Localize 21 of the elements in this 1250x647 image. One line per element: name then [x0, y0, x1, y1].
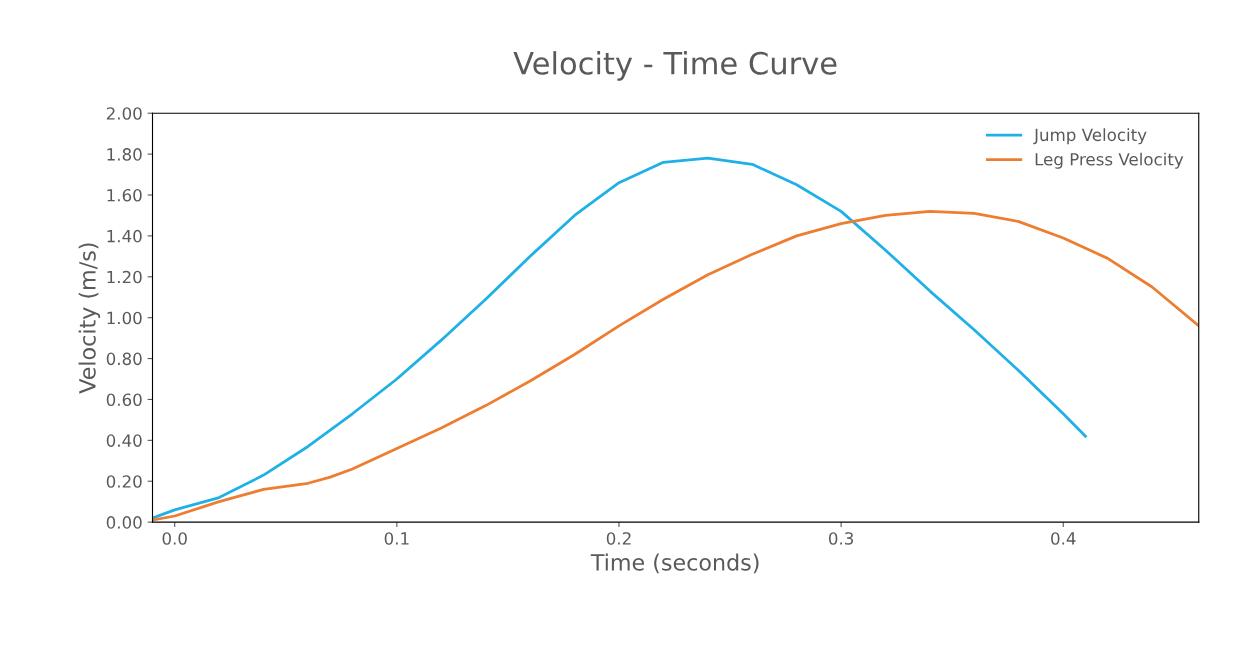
x-tick-label: 0.3: [828, 532, 854, 545]
x-tick-label: 0.4: [1051, 532, 1076, 545]
x-axis-title: Time (seconds): [590, 553, 759, 574]
y-tick-label: 0.80: [106, 352, 142, 366]
y-tick-label: 0.00: [106, 516, 142, 529]
y-tick-label: 2.00: [106, 107, 142, 120]
y-tick-label: 1.20: [107, 270, 142, 284]
y-tick-label: 0.60: [106, 393, 142, 407]
y-tick-label: 1.80: [107, 148, 142, 161]
y-tick-label: 1.60: [107, 188, 142, 202]
y-tick-label: 1.40: [107, 229, 142, 243]
y-tick-label: 0.40: [106, 434, 142, 447]
y-tick-label: 0.20: [106, 475, 142, 488]
x-tick-label: 0.0: [162, 532, 187, 545]
y-axis-title: Velocity (m/s): [78, 243, 101, 394]
chart-title: Velocity - Time Curve: [513, 51, 837, 81]
x-tick-label: 0.1: [384, 532, 409, 545]
legend-label: Jump Velocity: [1033, 128, 1147, 145]
legend-label: Leg Press Velocity: [1035, 152, 1184, 169]
x-tick-label: 0.2: [606, 532, 631, 545]
y-tick-label: 1.00: [107, 311, 142, 325]
